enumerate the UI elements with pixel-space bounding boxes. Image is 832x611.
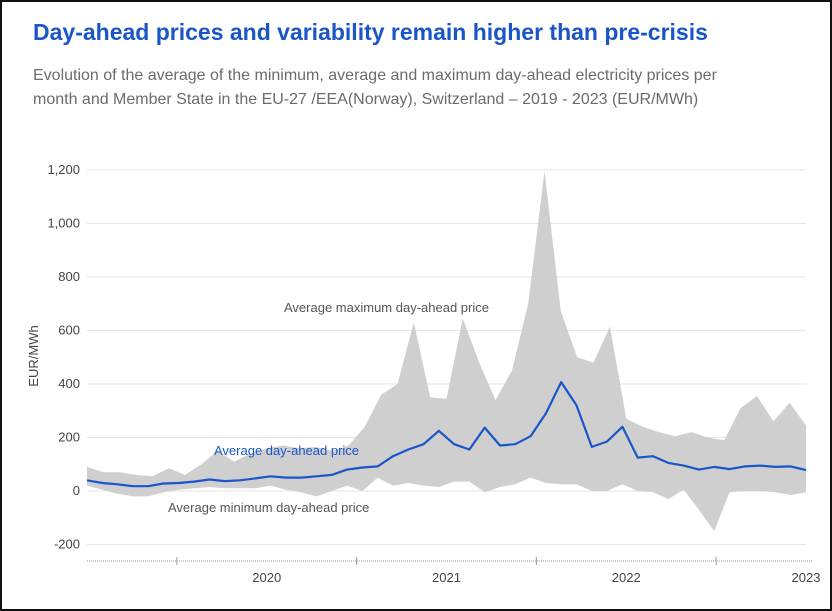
price-range-band — [87, 171, 806, 532]
y-tick-label: -200 — [54, 537, 80, 552]
y-tick-label: 400 — [58, 376, 80, 391]
max-price-annotation: Average maximum day-ahead price — [284, 300, 489, 315]
avg-price-annotation: Average day-ahead price — [214, 443, 359, 458]
x-tick-label: 2023 — [792, 570, 821, 585]
average-price-line — [86, 381, 807, 488]
chart-subtitle: Evolution of the average of the minimum,… — [33, 67, 717, 108]
y-tick-label: 0 — [73, 483, 80, 498]
chart-title: Day-ahead prices and variability remain … — [33, 19, 708, 45]
y-tick-label: 200 — [58, 430, 80, 445]
y-tick-label: 1,000 — [47, 216, 80, 231]
x-tick-label: 2020 — [252, 570, 281, 585]
average-price-line-group — [86, 381, 807, 488]
axes: -200 0 200 400 600 800 1,000 1,200 2020 2021 2022 2… — [47, 162, 820, 585]
y-tick-label: 800 — [58, 269, 80, 284]
x-tick-label: 2021 — [432, 570, 461, 585]
min-price-annotation: Average minimum day-ahead price — [168, 500, 369, 515]
x-tick-label: 2022 — [612, 570, 641, 585]
y-tick-label: 600 — [58, 323, 80, 338]
y-axis-label: EUR/MWh — [26, 325, 41, 386]
min-max-band — [87, 171, 806, 532]
y-tick-label: 1,200 — [47, 162, 80, 177]
